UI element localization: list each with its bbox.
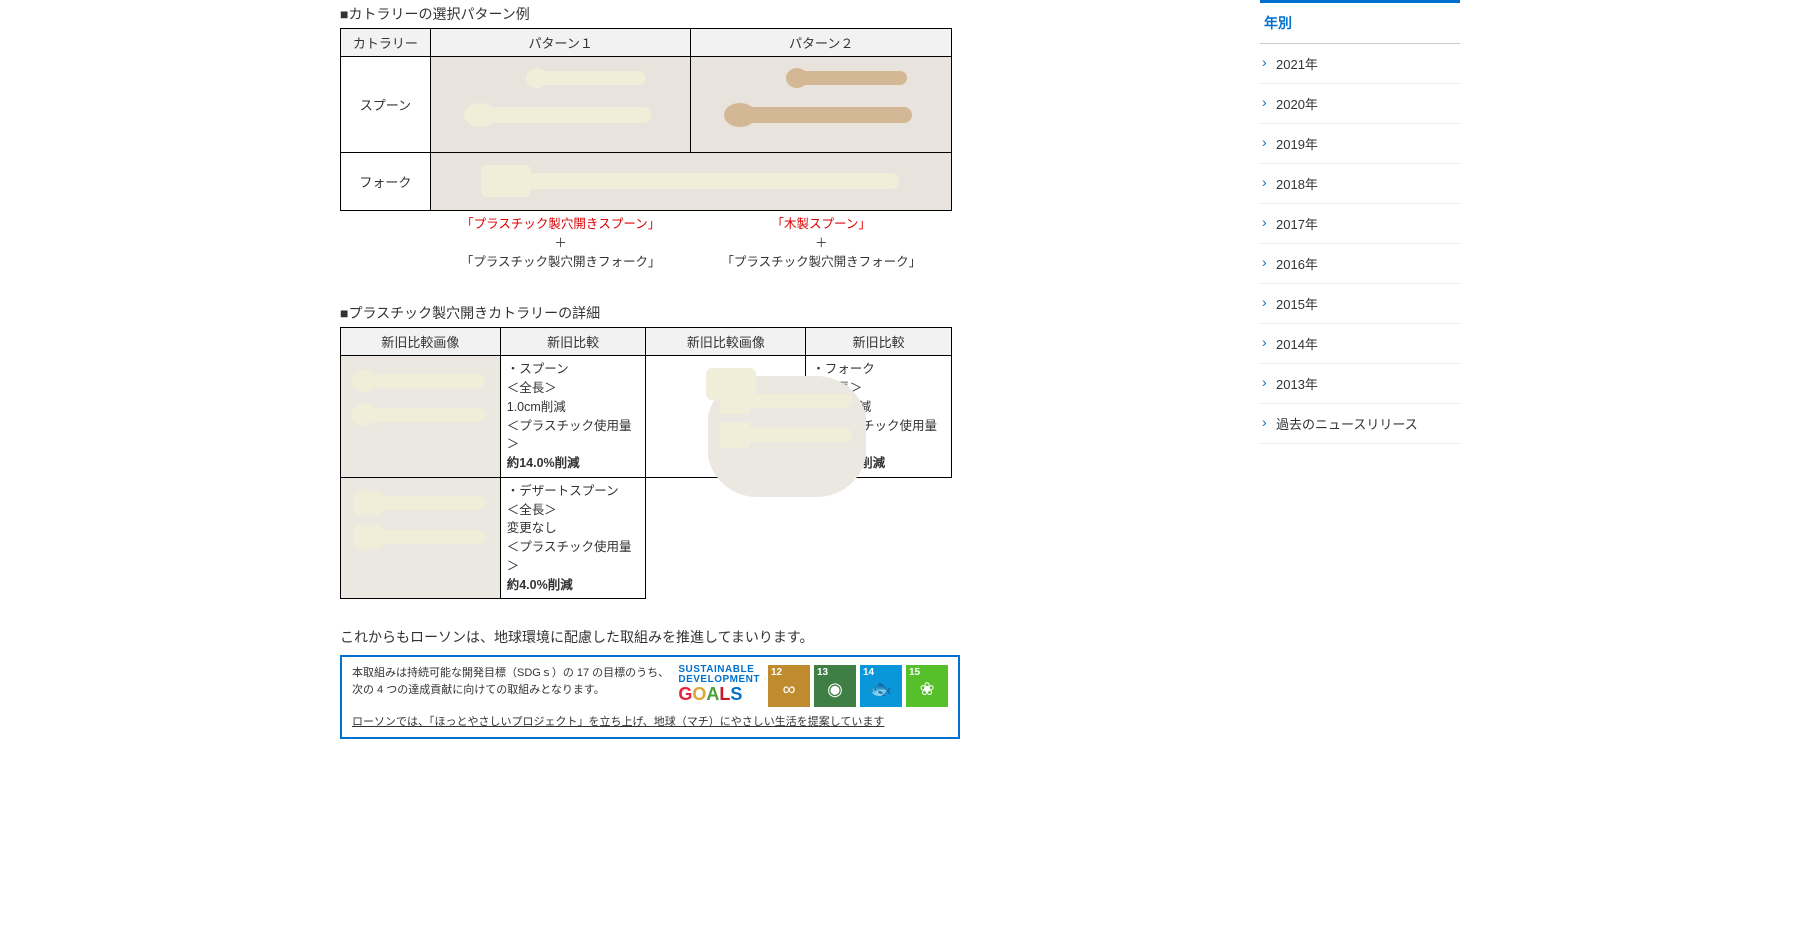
- t2-h4: 新旧比較: [806, 328, 952, 356]
- t2-h3: 新旧比較画像: [646, 328, 806, 356]
- t2-h2: 新旧比較: [500, 328, 646, 356]
- sdg-icon-15: 15❀: [906, 665, 948, 707]
- pattern1-desc: 「プラスチック製穴開きスプーン」 ＋ 「プラスチック製穴開きフォーク」: [430, 211, 691, 276]
- main-content: ■カトラリーの選択パターン例 カトラリー パターン１ パターン２ スプーン フォ: [340, 0, 1200, 739]
- sdg-icon-12: 12∞: [768, 665, 810, 707]
- sdg-text: 本取組みは持続可能な開発目標（SDGｓ）の 17 の目標のうち、次の 4 つの達…: [352, 665, 670, 698]
- fork-image: [430, 153, 951, 211]
- cutlery-detail-table: 新旧比較画像 新旧比較 新旧比較画像 新旧比較 ・スプーン ＜全長＞ 1.0cm…: [340, 327, 952, 599]
- t1-h3: パターン２: [691, 29, 952, 57]
- fork-row-label: フォーク: [341, 153, 431, 211]
- sidebar-title: 年別: [1260, 0, 1460, 44]
- closing-text: これからもローソンは、地球環境に配慮した取組みを推進してまいります。: [340, 627, 1200, 647]
- fork-compare-image: [707, 376, 867, 498]
- pattern2-spoon-image: [691, 57, 952, 153]
- sdg-bottom-link[interactable]: ローソンでは、「ほっとやさしいプロジェクト」を立ち上げ、地球（マチ）にやさしい生…: [352, 713, 948, 729]
- spoon-compare-text: ・スプーン ＜全長＞ 1.0cm削減 ＜プラスチック使用量＞ 約14.0%削減: [500, 356, 646, 478]
- spoon-row-label: スプーン: [341, 57, 431, 153]
- spoon-compare-image: [341, 356, 501, 478]
- section1-title: ■カトラリーの選択パターン例: [340, 4, 1200, 24]
- sidebar-item-2017[interactable]: 2017年: [1260, 204, 1460, 244]
- sidebar-item-2016[interactable]: 2016年: [1260, 244, 1460, 284]
- sdg-box: 本取組みは持続可能な開発目標（SDGｓ）の 17 の目標のうち、次の 4 つの達…: [340, 655, 960, 739]
- t2-h1: 新旧比較画像: [341, 328, 501, 356]
- sidebar-item-2021[interactable]: 2021年: [1260, 44, 1460, 84]
- sidebar-item-past[interactable]: 過去のニュースリリース: [1260, 404, 1460, 444]
- sdg-icon-13: 13◉: [814, 665, 856, 707]
- cutlery-pattern-table: カトラリー パターン１ パターン２ スプーン フォーク: [340, 28, 952, 275]
- sidebar-item-2020[interactable]: 2020年: [1260, 84, 1460, 124]
- sdg-goals-logo: SUSTAINABLE DEVELOPMENT GOALS: [678, 665, 760, 703]
- sdg-icons: 12∞ 13◉ 14🐟 15❀: [768, 665, 948, 707]
- pattern1-spoon-image: [430, 57, 691, 153]
- dessert-compare-image: [341, 477, 501, 599]
- sidebar: 年別 2021年 2020年 2019年 2018年 2017年 2016年 2…: [1260, 0, 1460, 739]
- sdg-icon-14: 14🐟: [860, 665, 902, 707]
- dessert-compare-text: ・デザートスプーン ＜全長＞ 変更なし ＜プラスチック使用量＞ 約4.0%削減: [500, 477, 646, 599]
- sidebar-item-2019[interactable]: 2019年: [1260, 124, 1460, 164]
- sidebar-item-2013[interactable]: 2013年: [1260, 364, 1460, 404]
- t1-h2: パターン１: [430, 29, 691, 57]
- sidebar-item-2015[interactable]: 2015年: [1260, 284, 1460, 324]
- sidebar-year-list: 2021年 2020年 2019年 2018年 2017年 2016年 2015…: [1260, 44, 1460, 444]
- pattern2-desc: 「木製スプーン」 ＋ 「プラスチック製穴開きフォーク」: [691, 211, 952, 276]
- sidebar-item-2018[interactable]: 2018年: [1260, 164, 1460, 204]
- sidebar-item-2014[interactable]: 2014年: [1260, 324, 1460, 364]
- section2-title: ■プラスチック製穴開きカトラリーの詳細: [340, 303, 1200, 323]
- t1-h1: カトラリー: [341, 29, 431, 57]
